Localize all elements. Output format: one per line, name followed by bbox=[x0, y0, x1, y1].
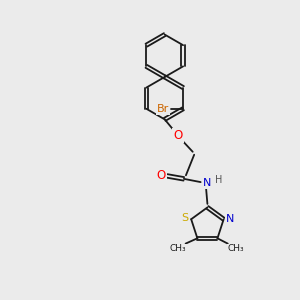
Text: N: N bbox=[226, 214, 234, 224]
Text: H: H bbox=[214, 175, 222, 185]
Text: CH₃: CH₃ bbox=[227, 244, 244, 253]
Text: O: O bbox=[173, 129, 183, 142]
Text: N: N bbox=[203, 178, 212, 188]
Text: S: S bbox=[181, 213, 188, 223]
Text: Br: Br bbox=[157, 104, 170, 114]
Text: O: O bbox=[157, 169, 166, 182]
Text: CH₃: CH₃ bbox=[170, 244, 187, 253]
